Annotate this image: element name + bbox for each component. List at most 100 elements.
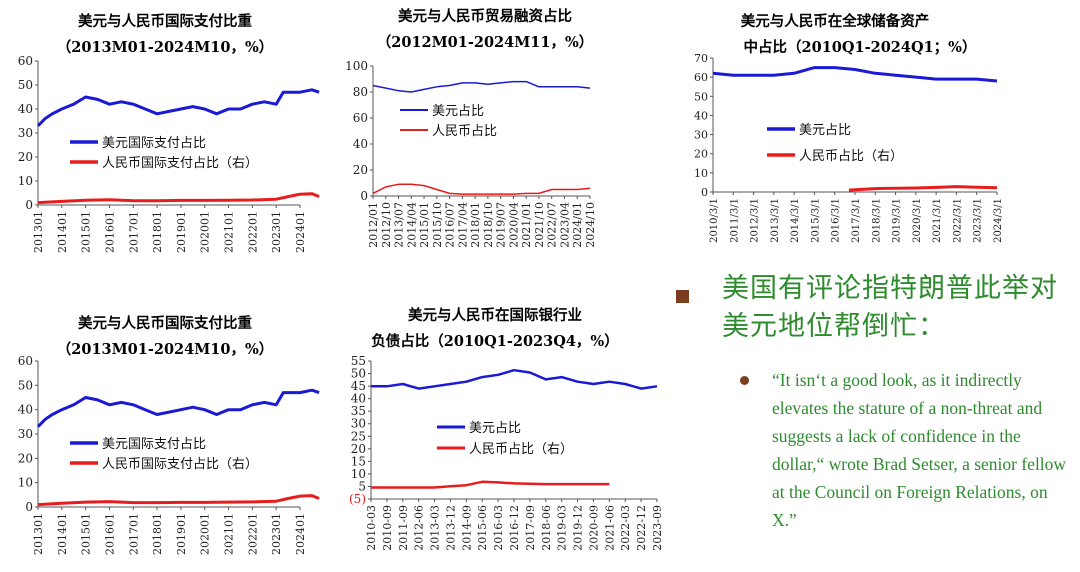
x-tick-label: 2013/3/1 — [770, 198, 781, 243]
x-tick-label: 201601 — [103, 211, 116, 253]
y-tick-label: 80 — [353, 85, 368, 99]
x-tick-label: 201701 — [127, 513, 140, 555]
chart-2-subtitle: （2012M01-2024M11，%） — [376, 34, 594, 51]
x-tick-label: 2012/10 — [380, 202, 393, 248]
y-tick-label: 10 — [351, 467, 366, 481]
y-tick-label: (5) — [349, 492, 366, 506]
legend-label: 人民币占比（右） — [799, 149, 903, 164]
y-tick-label: 40 — [18, 403, 33, 417]
y-tick-label: 50 — [694, 90, 708, 103]
y-tick-label: 45 — [351, 379, 366, 393]
x-tick-label: 2013-12 — [444, 505, 457, 551]
legend-label: 美元占比 — [799, 123, 851, 138]
x-tick-label: 201901 — [175, 211, 188, 253]
x-tick-label: 2024/01 — [571, 202, 584, 248]
x-tick-label: 2021/10 — [533, 202, 546, 248]
y-tick-label: 55 — [351, 354, 366, 368]
x-tick-label: 2021/01 — [520, 202, 533, 248]
x-tick-label: 202001 — [199, 513, 212, 555]
x-tick-label: 202401 — [294, 211, 307, 253]
x-tick-label: 2024/3/1 — [993, 198, 1004, 243]
chart-5-subtitle: 负债占比（2010Q1-2023Q4，%） — [371, 333, 619, 350]
y-tick-label: 60 — [18, 355, 33, 368]
x-tick-label: 201701 — [127, 211, 140, 253]
x-tick-label: 2019/07 — [495, 202, 508, 248]
headline-text: 美国有评论指特朗普此举对美元地位帮倒忙： — [722, 273, 1058, 342]
x-tick-label: 202301 — [270, 211, 283, 253]
y-tick-label: 20 — [694, 148, 708, 161]
series-line-usd — [36, 388, 320, 428]
y-tick-label: 20 — [353, 163, 368, 177]
x-tick-label: 2014-09 — [460, 505, 473, 551]
x-tick-label: 2022/07 — [546, 202, 559, 248]
legend-label: 美元占比 — [469, 421, 521, 436]
y-tick-label: 35 — [351, 404, 366, 418]
x-tick-label: 202101 — [223, 211, 236, 253]
x-tick-label: 2022-03 — [619, 505, 632, 551]
x-tick-label: 2014/3/1 — [790, 198, 801, 243]
chart-4-plot: 0 10 20 30 40 50 60 201301 201401 201501 201601 201… — [18, 355, 320, 555]
x-tick-label: 2011-09 — [397, 505, 410, 551]
x-tick-label: 2011/3/1 — [729, 198, 740, 243]
x-tick-label: 2012-06 — [413, 505, 426, 551]
x-tick-label: 201801 — [151, 513, 164, 555]
y-tick-label: 0 — [25, 198, 33, 212]
y-tick-label: 5 — [358, 479, 366, 493]
x-tick-label: 201501 — [80, 211, 93, 253]
x-tick-label: 2022/3/1 — [952, 198, 963, 243]
chart-4-title: 美元与人民币国际支付比重 — [78, 315, 252, 332]
y-tick-label: 0 — [701, 186, 708, 199]
chart-3-title: 美元与人民币在全球储备资产 — [740, 13, 930, 30]
x-tick-label: 2010-03 — [365, 505, 378, 551]
square-bullet-icon — [676, 290, 689, 303]
x-tick-label: 202001 — [199, 211, 212, 253]
x-tick-label: 2023-09 — [651, 505, 664, 551]
x-tick-label: 2019-12 — [572, 505, 585, 551]
x-tick-label: 2017-09 — [524, 505, 537, 551]
y-tick-label: 100 — [345, 59, 368, 73]
x-tick-label: 2016/3/1 — [831, 198, 842, 243]
chart-3-subtitle: 中占比（2010Q1-2024Q1；%） — [743, 39, 977, 56]
x-tick-label: 2024/10 — [584, 202, 597, 248]
legend-label: 人民币占比（右） — [469, 442, 573, 457]
series-line-usd — [36, 88, 320, 127]
series-line-usd — [712, 66, 998, 83]
x-tick-label: 2023/04 — [558, 202, 571, 248]
chart-1-plot: 0 10 20 30 40 50 60 201301 201401 201501 201601 201… — [18, 55, 320, 253]
y-tick-label: 10 — [18, 174, 33, 188]
y-tick-label: 60 — [18, 55, 33, 68]
x-tick-label: 202401 — [294, 513, 307, 555]
x-tick-label: 2015-06 — [476, 505, 489, 551]
series-line-rmb — [848, 185, 998, 192]
y-tick-label: 10 — [694, 167, 708, 180]
x-tick-label: 2012/01 — [367, 202, 380, 248]
y-tick-label: 25 — [351, 429, 366, 443]
x-tick-label: 2015/01 — [418, 202, 431, 248]
x-tick-label: 2013-03 — [429, 505, 442, 551]
series-line-usd — [372, 80, 591, 93]
y-tick-label: 40 — [353, 137, 368, 151]
legend-label: 美元国际支付占比 — [102, 437, 206, 452]
x-tick-label: 2010-09 — [381, 505, 394, 551]
chart-2-title: 美元与人民币贸易融资占比 — [398, 8, 572, 25]
y-tick-label: 40 — [694, 109, 708, 122]
legend-label: 美元国际支付占比 — [102, 136, 206, 151]
y-tick-label: 15 — [351, 454, 366, 468]
y-tick-label: 0 — [360, 189, 368, 203]
y-tick-label: 20 — [18, 451, 33, 465]
y-tick-label: 20 — [18, 150, 33, 164]
y-tick-label: 30 — [18, 427, 33, 441]
series-line-usd — [371, 368, 658, 390]
y-tick-label: 0 — [25, 500, 33, 514]
y-tick-label: 30 — [694, 129, 708, 142]
x-tick-label: 2017/3/1 — [851, 198, 862, 243]
x-tick-label: 201401 — [56, 513, 69, 555]
x-tick-label: 2020/3/1 — [912, 198, 923, 243]
x-tick-label: 2018/3/1 — [871, 198, 882, 243]
legend-label: 人民币国际支付占比（右） — [102, 457, 258, 472]
x-tick-label: 2016-03 — [492, 505, 505, 551]
chart-2-plot: 0 20 40 60 80 100 2012/01 2012/10 2013/07 2014/04… — [345, 59, 597, 248]
x-tick-label: 2018-06 — [540, 505, 553, 551]
x-tick-label: 2021-06 — [603, 505, 616, 551]
